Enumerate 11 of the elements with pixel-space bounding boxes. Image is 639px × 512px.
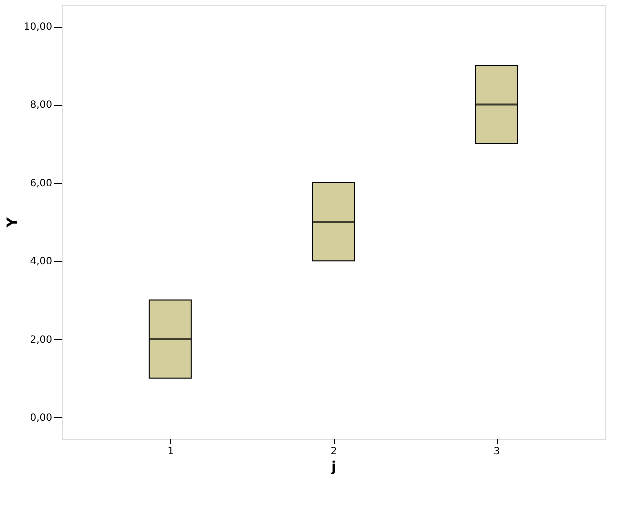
y-axis-title: Y [4,216,21,229]
x-tick-label: 2 [330,446,338,458]
y-tick-label: 0,00 [30,412,52,424]
y-tick-label: 6,00 [30,178,52,190]
y-tick-label: 4,00 [30,256,52,268]
y-tick-label: 10,00 [24,22,52,34]
y-tick-label: 2,00 [30,334,52,346]
x-axis-title: j [330,460,336,476]
y-tick-label: 8,00 [30,100,52,112]
x-tick-label: 3 [494,446,500,458]
x-tick-label: 1 [168,446,174,458]
